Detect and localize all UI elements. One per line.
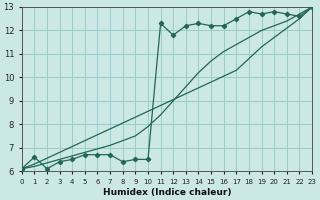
- X-axis label: Humidex (Indice chaleur): Humidex (Indice chaleur): [103, 188, 231, 197]
